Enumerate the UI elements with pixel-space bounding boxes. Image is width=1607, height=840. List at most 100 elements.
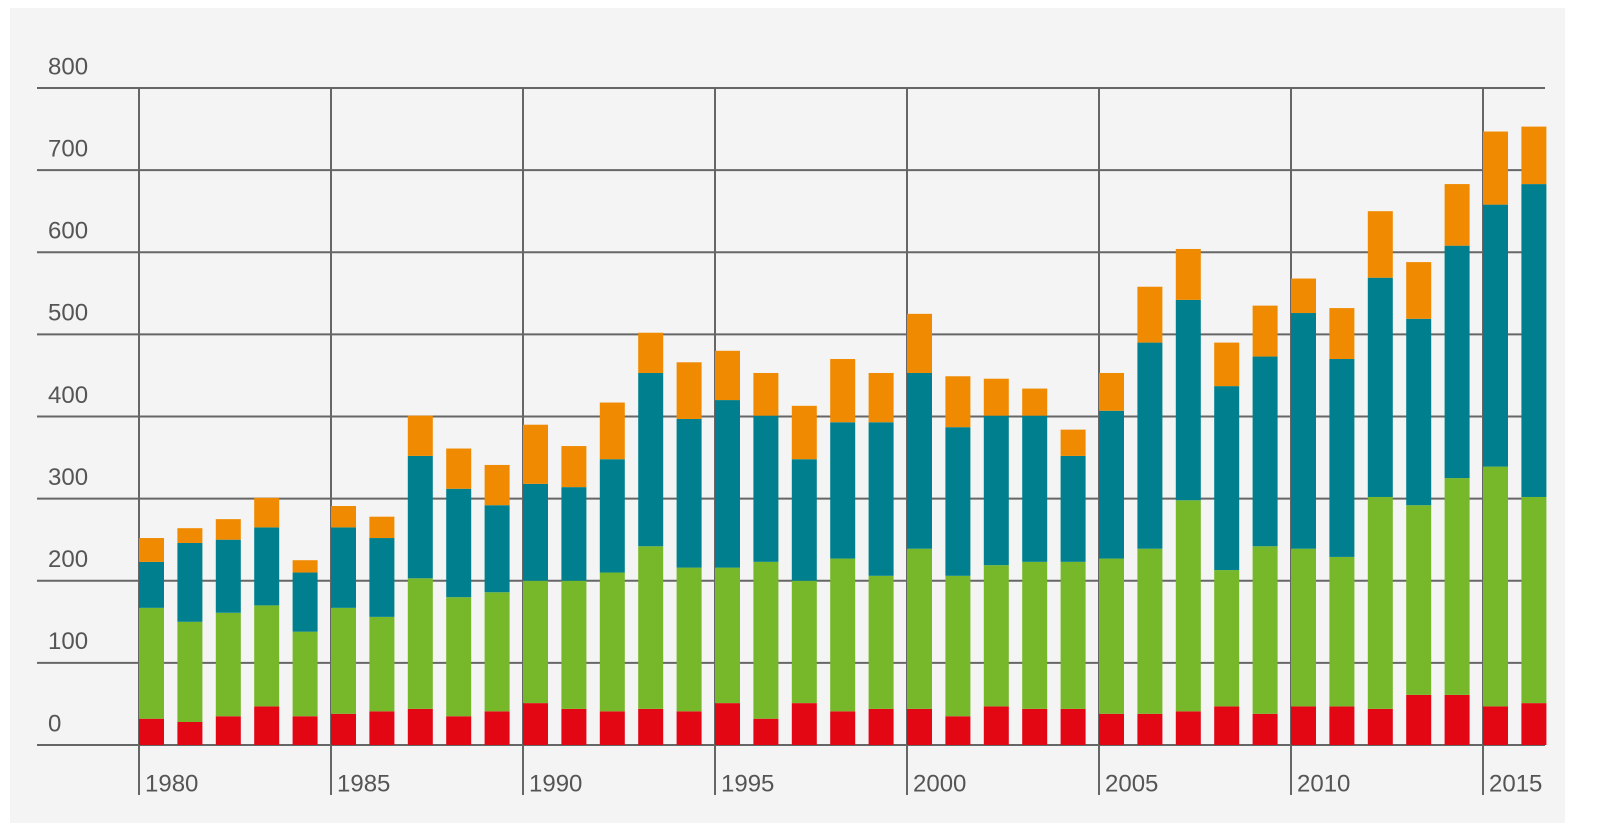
bar-segment xyxy=(407,578,433,709)
y-tick-label: 100 xyxy=(48,628,88,655)
bar-segment xyxy=(177,542,203,622)
bar-segment xyxy=(945,716,971,745)
bar-segment xyxy=(484,592,510,712)
bar-segment xyxy=(561,487,587,581)
bar-segment xyxy=(753,718,779,745)
bar-segment xyxy=(1367,211,1393,278)
bar-segment xyxy=(254,706,280,745)
bar-segment xyxy=(1214,342,1240,387)
bar-segment xyxy=(1022,388,1048,416)
bar-segment xyxy=(676,711,702,745)
y-tick-label: 400 xyxy=(48,382,88,409)
bar-segment xyxy=(1060,455,1086,562)
x-tick-label: 2000 xyxy=(913,770,966,797)
bar-segment xyxy=(1252,305,1278,357)
bar-segment xyxy=(484,464,510,506)
bar-segment xyxy=(1291,278,1316,314)
bar-segment xyxy=(1329,706,1355,745)
x-tick-label: 1990 xyxy=(529,770,582,797)
bar-segment xyxy=(1367,708,1393,745)
bar-segment xyxy=(139,538,164,562)
bar-segment xyxy=(1329,556,1355,707)
bar-segment xyxy=(407,455,433,579)
bar-segment xyxy=(369,616,395,712)
bar-segment xyxy=(292,631,318,717)
bar-segment xyxy=(369,711,395,745)
bar-segment xyxy=(1367,277,1393,497)
bar-segment xyxy=(599,572,625,712)
y-tick-label: 700 xyxy=(48,135,88,162)
bar-segment xyxy=(1175,500,1201,712)
bar-segment xyxy=(561,708,587,745)
bar-segment xyxy=(1099,372,1124,411)
bar-segment xyxy=(715,567,740,704)
x-tick-label: 1985 xyxy=(337,770,390,797)
bar-segment xyxy=(830,558,856,712)
bar-segment xyxy=(1252,546,1278,714)
bar-segment xyxy=(1444,184,1470,246)
bar-segment xyxy=(1252,713,1278,745)
bar-segment xyxy=(830,359,856,423)
bar-segment xyxy=(407,415,433,456)
bar-segment xyxy=(983,706,1009,745)
bar-segment xyxy=(983,378,1009,416)
bar-segment xyxy=(1483,204,1508,467)
bar-segment xyxy=(1291,548,1316,707)
y-tick-label: 0 xyxy=(48,710,61,737)
bar-segment xyxy=(753,415,779,562)
x-tick-label: 2015 xyxy=(1489,770,1542,797)
bar-segment xyxy=(907,708,932,745)
bar-segment xyxy=(753,372,779,416)
bar-segment xyxy=(523,580,548,704)
bar-segment xyxy=(1137,713,1163,745)
bar-segment xyxy=(254,605,280,707)
bar-segment xyxy=(215,519,241,540)
bar-segment xyxy=(1367,496,1393,709)
y-tick-label: 600 xyxy=(48,218,88,245)
bar-segment xyxy=(1175,248,1201,300)
bar-segment xyxy=(830,711,856,745)
y-tick-label: 300 xyxy=(48,464,88,491)
bar-segment xyxy=(215,612,241,717)
bar-segment xyxy=(1291,313,1316,549)
bar-segment xyxy=(369,538,395,617)
bar-segment xyxy=(292,716,318,745)
bar-segment xyxy=(1521,496,1547,704)
bar-segment xyxy=(983,415,1009,566)
bar-segment xyxy=(215,716,241,745)
bar-segment xyxy=(599,711,625,745)
bar-segment xyxy=(1483,706,1508,745)
bar-segment xyxy=(1521,184,1547,497)
bar-segment xyxy=(1406,505,1432,695)
bar-segment xyxy=(638,546,664,709)
bar-segment xyxy=(1214,706,1240,745)
bar-segment xyxy=(561,580,587,709)
bar-segment xyxy=(1099,558,1124,714)
bar-segment xyxy=(446,597,472,717)
bar-segment xyxy=(484,505,510,593)
bar-segment xyxy=(1483,466,1508,707)
bar-segment xyxy=(907,372,932,549)
bar-segment xyxy=(1329,359,1355,557)
bar-segment xyxy=(1406,262,1432,319)
bar-segment xyxy=(676,362,702,419)
bar-segment xyxy=(715,400,740,568)
bar-segment xyxy=(1099,410,1124,559)
bar-segment xyxy=(676,418,702,568)
bar-segment xyxy=(1444,245,1470,479)
bar-segment xyxy=(599,459,625,573)
bar-segment xyxy=(638,708,664,745)
bar-segment xyxy=(983,565,1009,707)
bar-segment xyxy=(791,459,817,581)
y-tick-label: 500 xyxy=(48,300,88,327)
bar-segment xyxy=(638,332,664,373)
bar-segment xyxy=(215,539,241,613)
bar-segment xyxy=(1406,694,1432,745)
bar-segment xyxy=(868,708,894,745)
bar-segment xyxy=(1483,131,1508,205)
bar-segment xyxy=(1137,548,1163,714)
bar-segment xyxy=(753,561,779,719)
bar-segment xyxy=(1214,570,1240,707)
bar-segment xyxy=(1137,342,1163,549)
bar-segment xyxy=(1175,711,1201,745)
